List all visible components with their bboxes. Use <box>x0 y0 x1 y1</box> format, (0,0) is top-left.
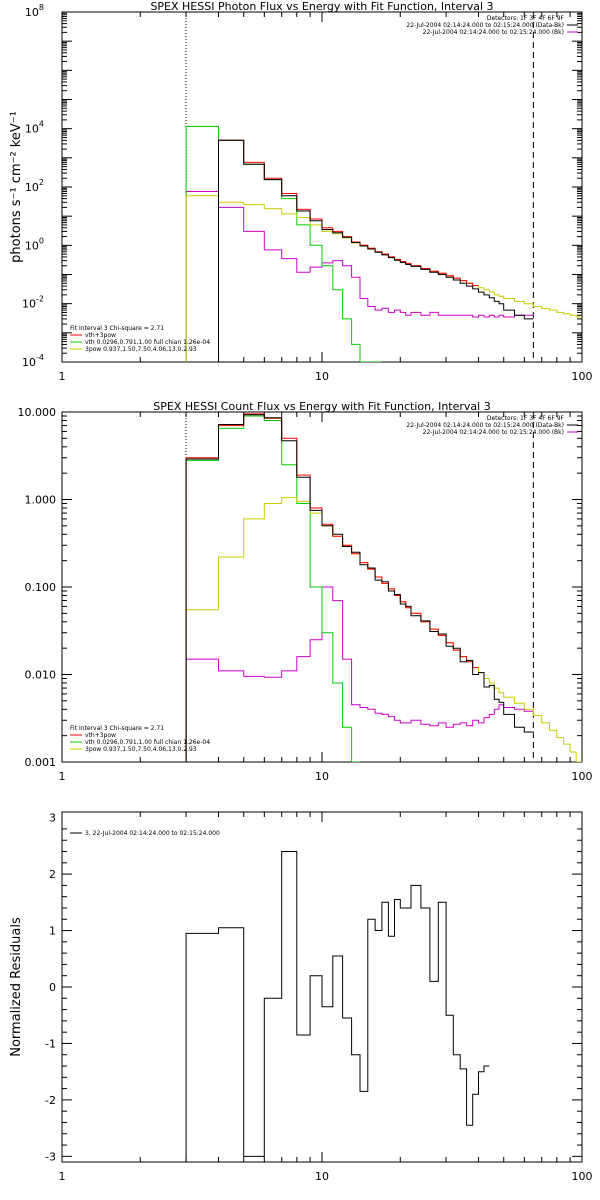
detector-info-line: 22-Jul-2004 02:14:24.000 to 02:15:24.000… <box>406 22 564 29</box>
y-tick-label: -3 <box>45 1150 56 1163</box>
y-tick-label: 0.010 <box>25 669 57 682</box>
series-group <box>185 125 582 362</box>
x-tick-label: 100 <box>572 770 593 783</box>
series-line-2 <box>185 497 582 762</box>
x-tick-label: 10 <box>315 370 329 383</box>
x-tick-label: 1 <box>59 1170 66 1183</box>
series-line-4 <box>218 139 534 362</box>
detector-info-line: 22-Jul-2004 02:14:24.000 to 02:15:24.000… <box>423 29 564 36</box>
x-tick-label: 1 <box>59 770 66 783</box>
y-tick-label: 104 <box>25 120 44 136</box>
photon-flux-panel: 1 10 100 10-4 10-2 100 102 104 108 SPEX HESSI Pho… <box>9 0 593 383</box>
detector-info-line: Detectors: 1F 3F 4F 6F 9F <box>487 415 565 422</box>
y-tick-label: 1 <box>49 925 56 938</box>
y-tick-label: 2 <box>49 868 56 881</box>
detector-info-line: Detectors: 1F 3F 4F 6F 9F <box>487 15 565 22</box>
x-tick-label: 10 <box>315 770 329 783</box>
residuals-panel: 1 10 100 -3 -2 -1 0 1 2 3 Normalized Residuals 3, 2… <box>9 811 593 1183</box>
y-tick-label: 10.000 <box>18 406 57 419</box>
legend-entry: vth+3pow <box>85 732 116 739</box>
y-tick-label: 108 <box>25 3 44 19</box>
fit-legend-header: Fit Interval 3 Chi-square = 2.71 <box>70 325 164 332</box>
series-group <box>185 413 582 762</box>
y-tick-label: 100 <box>25 236 44 252</box>
y-tick-label: 0.001 <box>25 756 57 769</box>
series-line-0 <box>185 851 490 1162</box>
legend-entry: vth+3pow <box>85 332 116 339</box>
x-tick-label: 1 <box>59 370 66 383</box>
series-line-2 <box>185 195 582 362</box>
detector-info-line: 22-Jul-2004 02:14:24.000 to 02:15:24.000… <box>423 429 564 436</box>
fit-legend-header: Fit Interval 3 Chi-square = 2.71 <box>70 725 164 732</box>
series-line-4 <box>185 414 534 762</box>
detector-info-line: 22-Jul-2004 02:14:24.000 to 02:15:24.000… <box>406 422 564 429</box>
legend-entry: vth 0.0296,0.791,1.00 full chian 1.26e-0… <box>85 739 210 746</box>
legend-entry: 3pow 0.937,1.50,7.50,4.06,13.0,2.93 <box>85 746 197 753</box>
count-flux-panel: 1 10 100 0.001 0.010 0.100 1.000 10.000 SPEX HES… <box>18 400 593 783</box>
legend-entry: 3pow 0.937,1.50,7.50,4.06,13.0,2.93 <box>85 346 197 353</box>
y-tick-label: 0.100 <box>25 581 57 594</box>
chart-title: SPEX HESSI Count Flux vs Energy with Fit… <box>153 400 490 413</box>
y-axis-label: photons s⁻¹ cm⁻² keV⁻¹ <box>9 111 24 263</box>
chart-title: SPEX HESSI Photon Flux vs Energy with Fi… <box>150 0 493 13</box>
legend-entry: 3, 22-Jul-2004 02:14:24.000 to 02:15:24.… <box>85 830 220 837</box>
y-tick-label: 3 <box>49 812 56 825</box>
y-tick-label: -1 <box>45 1037 56 1050</box>
y-tick-label: 0 <box>49 981 56 994</box>
x-tick-label: 100 <box>572 370 593 383</box>
series-line-0 <box>185 586 534 762</box>
y-axis-label: Normalized Residuals <box>9 917 24 1057</box>
y-tick-label: 10-4 <box>22 353 44 369</box>
legend-entry: vth 0.0296,0.791,1.00 full chian 1.26e-0… <box>85 339 210 346</box>
x-tick-label: 100 <box>572 1170 593 1183</box>
series-line-3 <box>218 139 479 362</box>
series-group <box>185 851 490 1162</box>
x-tick-label: 10 <box>315 1170 329 1183</box>
series-line-1 <box>185 415 360 762</box>
y-tick-label: 1.000 <box>25 494 57 507</box>
series-line-0 <box>185 191 534 362</box>
y-tick-label: -2 <box>45 1094 56 1107</box>
series-line-1 <box>185 125 382 362</box>
y-tick-label: 102 <box>25 178 44 194</box>
y-tick-label: 10-2 <box>22 295 44 311</box>
